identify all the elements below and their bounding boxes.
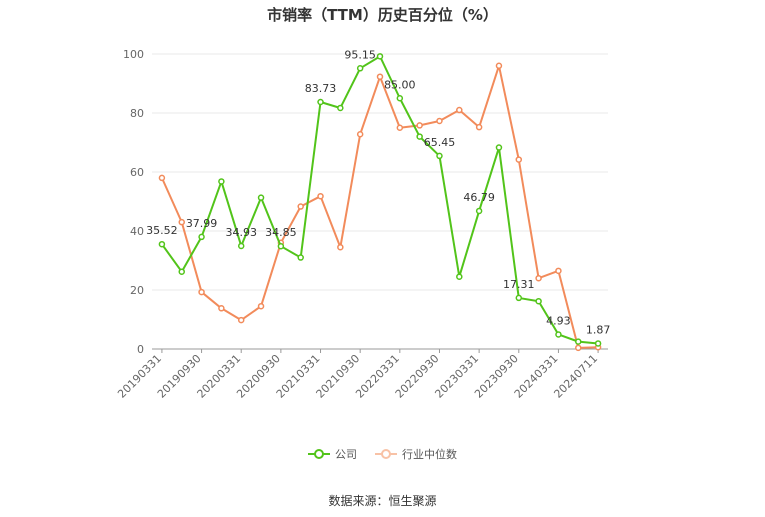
legend: 公司 行业中位数 bbox=[0, 446, 765, 462]
point-industry bbox=[337, 243, 344, 251]
data-label-company: 35.52 bbox=[146, 224, 178, 237]
point-industry bbox=[158, 174, 166, 182]
data-label-company: 34.93 bbox=[225, 226, 257, 239]
point-company bbox=[337, 104, 344, 112]
point-industry bbox=[356, 130, 364, 138]
legend-item-industry[interactable]: 行业中位数 bbox=[375, 446, 457, 462]
data-label-company: 17.31 bbox=[503, 278, 535, 291]
data-label-company: 46.79 bbox=[463, 191, 495, 204]
point-company bbox=[515, 294, 523, 302]
point-industry bbox=[218, 305, 225, 312]
y-tick-label: 20 bbox=[130, 284, 144, 297]
point-industry bbox=[456, 106, 463, 114]
point-company bbox=[317, 98, 324, 106]
point-industry bbox=[257, 302, 265, 310]
series-line-company bbox=[161, 55, 599, 345]
chart-title: 市销率（TTM）历史百分位（%） bbox=[267, 6, 498, 24]
point-industry bbox=[416, 122, 423, 129]
y-tick-label: 100 bbox=[123, 48, 144, 61]
data-label-company: 1.87 bbox=[586, 323, 611, 336]
point-industry bbox=[436, 117, 443, 125]
point-company bbox=[277, 242, 285, 250]
data-label-company: 95.15 bbox=[344, 48, 376, 61]
point-industry bbox=[178, 218, 185, 226]
point-industry bbox=[317, 192, 324, 200]
point-company bbox=[376, 53, 384, 60]
point-company bbox=[456, 273, 463, 280]
point-industry bbox=[376, 73, 384, 80]
y-tick-label: 60 bbox=[130, 166, 144, 179]
series-line-industry bbox=[161, 64, 599, 349]
point-company bbox=[297, 254, 304, 261]
data-label-company: 65.45 bbox=[424, 136, 456, 149]
legend-swatch-industry bbox=[375, 448, 397, 460]
point-company bbox=[158, 240, 166, 248]
point-company bbox=[436, 152, 443, 160]
data-label-company: 83.73 bbox=[305, 82, 337, 95]
point-company bbox=[575, 338, 582, 345]
point-company bbox=[475, 207, 483, 215]
data-label-company: 34.85 bbox=[265, 226, 297, 239]
point-industry bbox=[297, 203, 304, 210]
legend-swatch-company bbox=[308, 448, 330, 460]
legend-label-industry: 行业中位数 bbox=[402, 448, 457, 461]
point-industry bbox=[555, 267, 562, 275]
source-note: 数据来源：恒生聚源 bbox=[328, 494, 437, 508]
point-company bbox=[218, 178, 225, 185]
point-industry bbox=[237, 316, 245, 324]
y-tick-label: 80 bbox=[130, 107, 144, 120]
point-industry bbox=[515, 156, 523, 163]
y-tick-label: 40 bbox=[130, 225, 144, 238]
legend-item-company[interactable]: 公司 bbox=[308, 446, 357, 462]
point-company bbox=[237, 242, 245, 250]
point-industry bbox=[198, 288, 205, 296]
point-company bbox=[416, 133, 423, 140]
point-company bbox=[257, 194, 265, 201]
point-industry bbox=[396, 124, 404, 131]
data-label-company: 85.00 bbox=[384, 78, 416, 91]
legend-label-company: 公司 bbox=[335, 448, 357, 461]
y-tick-label: 0 bbox=[137, 343, 144, 356]
data-label-company: 37.99 bbox=[186, 217, 218, 230]
point-company bbox=[535, 297, 542, 305]
point-company bbox=[495, 144, 503, 151]
point-company bbox=[356, 65, 364, 72]
point-industry bbox=[575, 344, 582, 352]
point-company bbox=[396, 95, 404, 102]
point-company bbox=[198, 233, 205, 241]
data-label-company: 4.93 bbox=[546, 314, 571, 327]
point-industry bbox=[535, 274, 542, 282]
point-company bbox=[178, 268, 185, 275]
point-industry bbox=[475, 123, 483, 131]
x-tick-label: 20240711 bbox=[551, 352, 600, 401]
point-company bbox=[594, 340, 602, 347]
point-company bbox=[555, 331, 562, 338]
point-industry bbox=[495, 62, 503, 70]
